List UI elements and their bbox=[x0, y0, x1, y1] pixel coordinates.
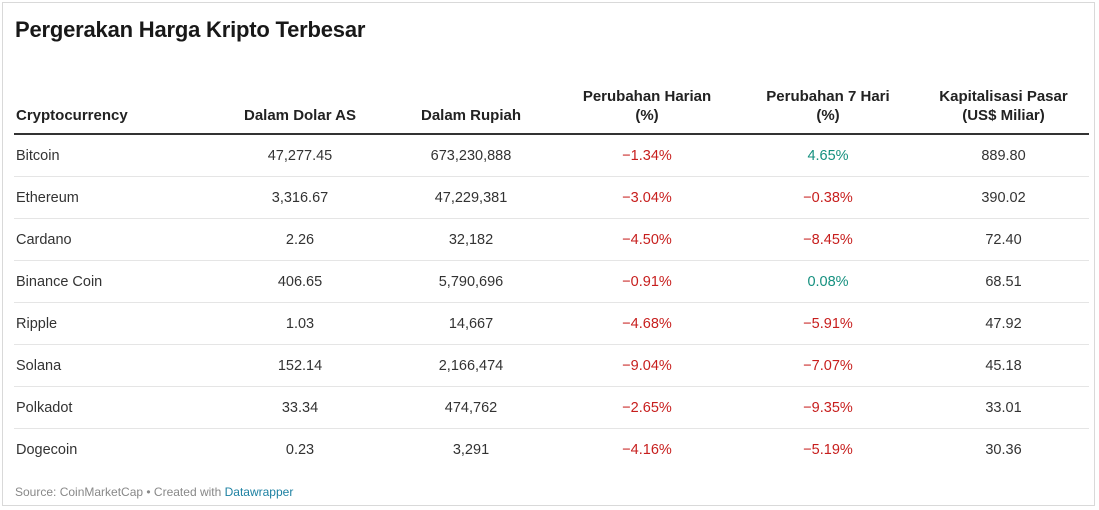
cell-usd-price: 47,277.45 bbox=[214, 134, 386, 177]
cell-weekly-change: −5.19% bbox=[803, 441, 853, 458]
table-body: Bitcoin 47,277.45 673,230,888 −1.34% 4.65% 88… bbox=[14, 134, 1089, 470]
header-market-cap: Kapitalisasi Pasar (US$ Miliar) bbox=[918, 67, 1089, 135]
cell-daily-change: −1.34% bbox=[556, 134, 738, 177]
cell-rupiah-price: 474,762 bbox=[386, 386, 556, 429]
header-market-cap-line2: (US$ Miliar) bbox=[962, 107, 1045, 124]
table-row: Binance Coin 406.65 5,790,696 −0.91% 0.08% 68… bbox=[14, 260, 1089, 303]
cell-crypto-name: Polkadot bbox=[14, 386, 214, 429]
cell-weekly-change: −9.35% bbox=[738, 386, 918, 429]
cell-crypto-name: Bitcoin bbox=[14, 134, 214, 177]
cell-usd-price: 3,316.67 bbox=[214, 176, 386, 219]
header-weekly-change-line2: (%) bbox=[816, 107, 840, 124]
header-usd: Dalam Dolar AS bbox=[214, 67, 386, 135]
source-note: Source: CoinMarketCap • Created with bbox=[15, 485, 225, 499]
cell-usd-price: 1.03 bbox=[214, 302, 386, 345]
header-weekly-change-line1: Perubahan 7 Hari bbox=[766, 88, 890, 105]
cell-rupiah-price: 3,291 bbox=[452, 441, 490, 458]
header-daily-change-line2: (%) bbox=[635, 107, 659, 124]
cell-usd-price: 0.23 bbox=[285, 441, 315, 458]
header-weekly-change: Perubahan 7 Hari (%) bbox=[738, 67, 918, 135]
table-row: Ripple 1.03 14,667 −4.68% −5.91% 47.92 bbox=[14, 302, 1089, 345]
cell-daily-change: −9.04% bbox=[556, 344, 738, 387]
cell-crypto-name: Ripple bbox=[14, 302, 214, 345]
cell-crypto-name: Ethereum bbox=[14, 176, 214, 219]
cell-weekly-change: −0.38% bbox=[738, 176, 918, 219]
cell-market-cap: 390.02 bbox=[918, 176, 1089, 219]
cell-market-cap: 47.92 bbox=[918, 302, 1089, 345]
cell-weekly-change: 0.08% bbox=[738, 260, 918, 303]
chart-title: Pergerakan Harga Kripto Terbesar bbox=[15, 17, 366, 42]
cell-weekly-change: −8.45% bbox=[738, 218, 918, 261]
cell-daily-change: −4.50% bbox=[556, 218, 738, 261]
cell-market-cap: 33.01 bbox=[918, 386, 1089, 429]
header-daily-change-line1: Perubahan Harian bbox=[582, 88, 712, 105]
cell-weekly-change: 4.65% bbox=[738, 134, 918, 177]
cell-crypto-name: Binance Coin bbox=[14, 260, 214, 303]
cell-daily-change: −4.68% bbox=[556, 302, 738, 345]
header-daily-change: Perubahan Harian (%) bbox=[556, 67, 738, 135]
cell-daily-change: −2.65% bbox=[556, 386, 738, 429]
cell-market-cap: 45.18 bbox=[918, 344, 1089, 387]
cell-daily-change: −3.04% bbox=[556, 176, 738, 219]
cell-usd-price: 2.26 bbox=[214, 218, 386, 261]
cell-market-cap: 889.80 bbox=[918, 134, 1089, 177]
cell-usd-price: 33.34 bbox=[214, 386, 386, 429]
cell-rupiah-price: 14,667 bbox=[386, 302, 556, 345]
table-row: Ethereum 3,316.67 47,229,381 −3.04% −0.38% 39… bbox=[14, 176, 1089, 219]
cell-daily-change: −0.91% bbox=[556, 260, 738, 303]
chart-footer: Source: CoinMarketCap • Created with Dat… bbox=[15, 485, 293, 499]
cell-weekly-change: −5.91% bbox=[738, 302, 918, 345]
cell-crypto-name: Dogecoin bbox=[16, 441, 78, 458]
table-row: Bitcoin 47,277.45 673,230,888 −1.34% 4.65% 88… bbox=[14, 134, 1089, 177]
cell-daily-change: −4.16% bbox=[622, 441, 672, 458]
cell-usd-price: 406.65 bbox=[214, 260, 386, 303]
cell-usd-price: 152.14 bbox=[214, 344, 386, 387]
cell-crypto-name: Cardano bbox=[14, 218, 214, 261]
cell-rupiah-price: 2,166,474 bbox=[386, 344, 556, 387]
cell-rupiah-price: 47,229,381 bbox=[386, 176, 556, 219]
cell-weekly-change: −7.07% bbox=[738, 344, 918, 387]
crypto-table: Cryptocurrency Dalam Dolar AS Dalam Rupi… bbox=[14, 67, 1089, 470]
header-market-cap-line1: Kapitalisasi Pasar bbox=[939, 88, 1068, 105]
table-row: Cardano 2.26 32,182 −4.50% −8.45% 72.40 bbox=[14, 218, 1089, 261]
cell-rupiah-price: 673,230,888 bbox=[386, 134, 556, 177]
table-row: Polkadot 33.34 474,762 −2.65% −9.35% 33.01 bbox=[14, 386, 1089, 429]
cell-rupiah-price: 32,182 bbox=[386, 218, 556, 261]
cell-market-cap: 68.51 bbox=[918, 260, 1089, 303]
cell-rupiah-price: 5,790,696 bbox=[386, 260, 556, 303]
cell-market-cap: 30.36 bbox=[985, 441, 1022, 458]
table-header-row: Cryptocurrency Dalam Dolar AS Dalam Rupi… bbox=[14, 67, 1089, 135]
table-row: Dogecoin 0.23 3,291 −4.16% −5.19% 30.36 bbox=[14, 429, 1089, 471]
cell-market-cap: 72.40 bbox=[918, 218, 1089, 261]
header-cryptocurrency: Cryptocurrency bbox=[14, 67, 214, 135]
cell-crypto-name: Solana bbox=[14, 344, 214, 387]
table-row: Solana 152.14 2,166,474 −9.04% −7.07% 45.18 bbox=[14, 344, 1089, 387]
datawrapper-link[interactable]: Datawrapper bbox=[224, 485, 294, 499]
header-rupiah: Dalam Rupiah bbox=[386, 67, 556, 135]
